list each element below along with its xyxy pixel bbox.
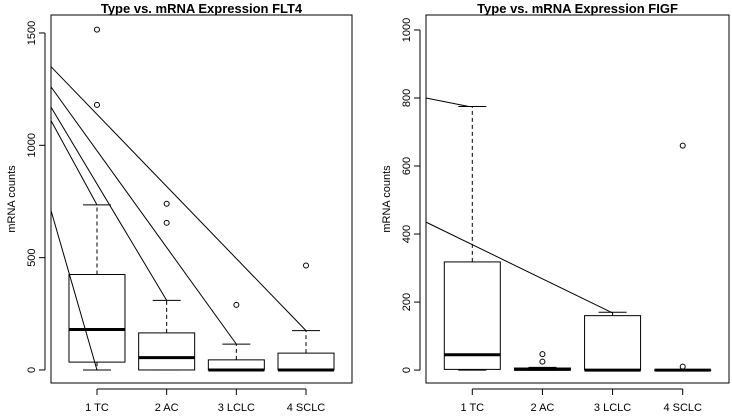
y-tick-label: 600 [401, 157, 413, 175]
y-axis-label: mRNA counts [381, 165, 393, 233]
box-iqr [138, 332, 196, 371]
outlier-point [539, 351, 546, 358]
chart-panel-1: Type vs. mRNA Expression FLT4 0 500 1000 150… [6, 1, 353, 414]
annotation-line [50, 106, 168, 301]
plot-frame [50, 14, 353, 384]
box-4 [277, 262, 335, 372]
annotation-line [50, 210, 98, 371]
y-tick-label: 0 [401, 367, 413, 373]
box-3 [584, 311, 642, 372]
chart-title: Type vs. mRNA Expression FLT4 [101, 1, 303, 16]
x-tick-label: 2 AC [531, 402, 555, 413]
y-axis-label: mRNA counts [6, 165, 18, 233]
annotation-line [50, 66, 307, 332]
box-2 [513, 351, 571, 371]
y-tick-label: 400 [401, 225, 413, 243]
outlier-point [679, 142, 686, 149]
outlier-point [679, 363, 686, 370]
box-2 [138, 200, 196, 371]
box-iqr [277, 352, 335, 371]
x-tick-label: 3 LCLC [218, 402, 255, 413]
outlier-point [163, 200, 170, 207]
box-iqr [207, 359, 265, 371]
outlier-point [93, 101, 100, 108]
box-iqr [443, 261, 501, 370]
outlier-point [93, 26, 100, 33]
y-tick-label: 1500 [26, 21, 38, 45]
y-tick-label: 1000 [401, 18, 413, 42]
annotation-line [425, 221, 613, 314]
annotation-line [50, 86, 237, 345]
box-1 [443, 105, 501, 371]
box-4 [654, 142, 712, 372]
x-tick-label: 4 SCLC [287, 402, 326, 413]
outlier-point [539, 358, 546, 365]
x-tick-label: 2 AC [155, 402, 179, 413]
chart-panel-2: Type vs. mRNA Expression FIGF 0 200 400 600 8… [381, 1, 730, 414]
box-iqr [584, 315, 642, 371]
annotation-line [50, 120, 98, 206]
y-tick-label: 0 [26, 367, 38, 373]
x-tick-label: 1 TC [460, 402, 484, 413]
x-tick-label: 3 LCLC [594, 402, 631, 413]
y-tick-label: 800 [401, 89, 413, 107]
annotation-line [425, 97, 469, 107]
y-tick-label: 1000 [26, 133, 38, 157]
outlier-point [303, 262, 310, 269]
box-1 [68, 26, 126, 371]
chart-title: Type vs. mRNA Expression FIGF [477, 1, 678, 16]
outlier-point [233, 301, 240, 308]
x-tick-label: 1 TC [85, 402, 109, 413]
box-3 [207, 301, 265, 372]
box-iqr [68, 273, 126, 363]
y-tick-label: 200 [401, 293, 413, 311]
y-tick-label: 500 [26, 248, 38, 266]
x-tick-label: 4 SCLC [663, 402, 702, 413]
outlier-point [163, 219, 170, 226]
plot-frame [425, 14, 730, 384]
